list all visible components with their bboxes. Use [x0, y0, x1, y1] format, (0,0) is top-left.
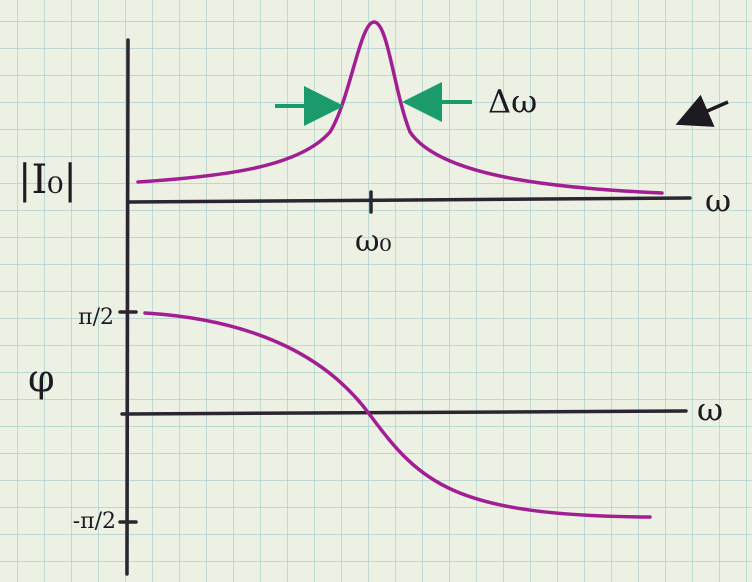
amplitude-x-axis [126, 196, 692, 204]
width-label: Δω [488, 83, 537, 121]
resonance-curve [136, 20, 664, 195]
phase-x-axis [120, 409, 688, 416]
amplitude-axis-label: |I₀| [18, 157, 77, 203]
phase-axis-label: φ [28, 357, 55, 401]
amplitude-x-label: ω [705, 182, 731, 220]
phase-x-label: ω [697, 391, 723, 429]
vertical-axis [125, 38, 130, 576]
resonance-label: ω₀ [355, 224, 392, 259]
pointer-arrow [675, 94, 729, 127]
bottom-tick-label: -π/2 [73, 509, 116, 534]
axes [118, 38, 692, 576]
top-tick-label: π/2 [78, 305, 114, 330]
phase-curve [143, 311, 652, 519]
